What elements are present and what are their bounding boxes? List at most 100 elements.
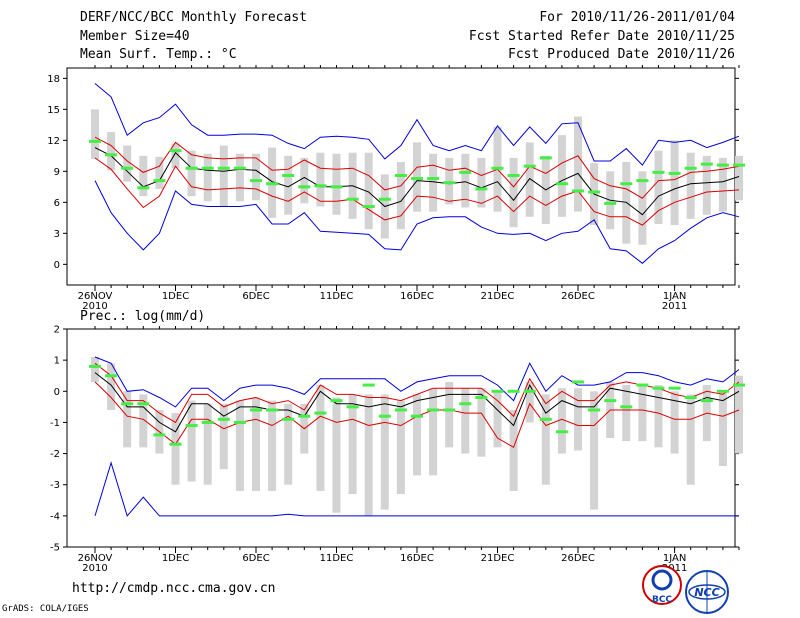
ensemble-mean-line [94,372,740,433]
median-marker [620,182,633,186]
median-marker [491,389,504,393]
median-marker [636,179,649,183]
median-marker [652,170,665,174]
median-marker [539,156,552,160]
median-marker [346,405,359,409]
x-tick-label: 2010 [82,563,107,574]
spread-box [203,153,212,202]
spread-box [686,152,695,219]
spread-box [429,153,438,212]
spread-box [139,394,148,448]
spread-box [461,153,470,208]
spread-box [123,145,132,182]
spread-box [107,363,116,410]
x-tick-label: 2011 [662,563,687,574]
x-tick-label: 26NOV [78,291,113,302]
median-marker [105,153,118,157]
median-marker [555,430,568,434]
spread-box [413,394,421,476]
spread-box [364,152,373,230]
median-marker [169,149,182,153]
median-marker [346,197,359,201]
median-marker [153,433,166,437]
median-marker [201,420,214,424]
source-url[interactable]: http://cmdp.ncc.cma.gov.cn [72,581,276,596]
spread-box [477,157,486,208]
x-tick-label: 1JAN [663,553,686,564]
median-marker [185,166,198,170]
spread-box [557,388,566,454]
spread-box [718,157,727,212]
median-marker [604,201,617,205]
spread-box [316,152,325,207]
x-tick-label: 26DEC [561,553,595,564]
y-tick-label: 18 [47,74,60,85]
median-marker [539,417,552,421]
x-tick-label: 2010 [82,301,107,312]
median-marker [137,186,150,190]
x-tick-label: 11DEC [320,291,354,302]
spread-box [670,140,679,226]
spread-box [445,157,454,205]
spread-box [284,403,293,485]
median-marker [105,374,118,378]
y-tick-label: 15 [47,105,60,116]
median-marker [185,424,198,428]
spread-box [477,388,486,457]
spread-box [252,397,260,491]
grads-credit: GrADS: COLA/IGES [2,604,89,614]
median-marker [362,383,375,387]
spread-box [235,400,244,491]
spread-box [219,145,228,207]
median-marker [233,166,246,170]
median-marker [733,163,745,167]
spread-box [718,391,727,467]
x-tick-label: 1DEC [162,291,189,302]
spread-box [702,155,711,215]
x-tick-label: 21DEC [481,291,515,302]
y-tick-label: -3 [50,480,60,491]
median-marker [217,166,230,170]
median-marker [459,402,472,406]
median-marker [411,414,423,418]
spread-box [557,135,566,217]
median-marker [523,164,536,168]
median-marker [201,166,214,170]
spread-box [300,157,309,204]
median-marker [716,163,729,167]
median-marker [330,399,343,403]
spread-box [187,150,196,197]
y-tick-label: 3 [54,229,60,240]
median-marker [378,414,391,418]
median-marker [652,386,665,390]
y-tick-label: 0 [54,387,60,398]
spread-box [380,394,389,510]
median-marker [684,166,697,170]
median-marker [314,184,327,188]
median-marker [507,389,520,393]
spread-box [445,381,454,448]
median-marker [266,408,279,412]
y-tick-label: -1 [50,418,60,429]
y-tick-label: 12 [47,136,60,147]
spread-box [638,171,647,245]
median-marker [427,408,440,412]
spread-box [686,394,695,485]
spread-box [219,403,228,470]
y-tick-label: 0 [54,260,60,271]
median-marker [443,408,456,412]
spread-box [268,400,277,491]
median-marker [378,197,391,201]
median-marker [89,364,101,368]
spread-box [348,394,357,495]
spread-box [332,153,341,215]
y-tick-label: 9 [54,167,60,178]
x-tick-label: 11DEC [320,553,354,564]
start-date: Fcst Started Refer Date 2010/11/25 [468,29,735,44]
x-tick-label: 16DEC [400,291,434,302]
spread-box [396,162,405,230]
spread-box [187,400,196,482]
median-marker [411,177,423,181]
median-marker [668,171,681,175]
spread-box [654,150,663,225]
